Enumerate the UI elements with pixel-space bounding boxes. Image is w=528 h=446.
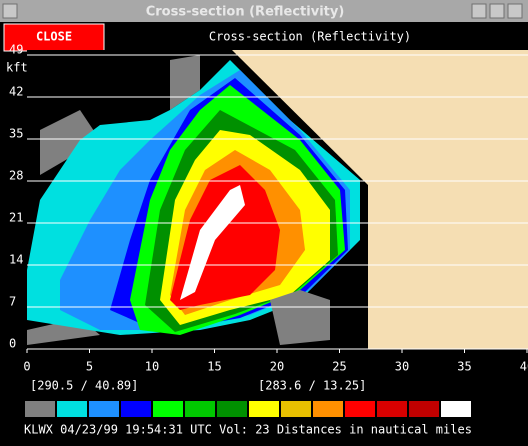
- axes: 0 7 14 21 28 35 42 49 0 5 10 15 20 25 30 35 40: [9, 43, 528, 374]
- close-label[interactable]: CLOSE: [36, 30, 72, 44]
- maximize-button[interactable]: [489, 3, 505, 19]
- y-tick-label: 28: [9, 169, 23, 183]
- colorbar-swatch: [441, 401, 471, 417]
- close-button[interactable]: CLOSE: [3, 23, 105, 52]
- x-tick-label: 40: [520, 360, 528, 374]
- colorbar-swatch: [185, 401, 215, 417]
- coords-right: [283.6 / 13.25]: [258, 379, 366, 393]
- colorbar-swatch: [25, 401, 55, 417]
- header-title: Cross-section (Reflectivity): [209, 30, 411, 44]
- colorbar-swatch: [89, 401, 119, 417]
- echo-gray: [270, 290, 330, 345]
- minimize-button[interactable]: [471, 3, 487, 19]
- close-window-button[interactable]: [507, 3, 523, 19]
- status-text: KLWX 04/23/99 19:54:31 UTC Vol: 23 Dista…: [24, 423, 472, 437]
- y-tick-label: 14: [9, 253, 23, 267]
- x-tick-label: 25: [332, 360, 346, 374]
- y-tick-label: 21: [9, 211, 23, 225]
- x-tick-label: 15: [207, 360, 221, 374]
- colorbar-swatch: [313, 401, 343, 417]
- x-tick-label: 35: [457, 360, 471, 374]
- colorbar-swatch: [249, 401, 279, 417]
- x-tick-label: 30: [395, 360, 409, 374]
- colorbar-swatch: [345, 401, 375, 417]
- echo-gray: [170, 55, 200, 110]
- echo-gray: [40, 110, 100, 175]
- colorbar-swatch: [121, 401, 151, 417]
- y-tick-label: 7: [9, 295, 16, 309]
- coords-left: [290.5 / 40.89]: [30, 379, 138, 393]
- x-tick-label: 0: [23, 360, 30, 374]
- colorbar-swatch: [281, 401, 311, 417]
- x-tick-label: 10: [145, 360, 159, 374]
- colorbar-swatch: [377, 401, 407, 417]
- y-unit: kft: [6, 61, 28, 75]
- close-button-bg[interactable]: [3, 23, 105, 52]
- colorbar-swatch: [57, 401, 87, 417]
- title-bar: [0, 0, 528, 22]
- x-tick-label: 20: [270, 360, 284, 374]
- menu-button[interactable]: [2, 3, 18, 19]
- y-tick-label: 0: [9, 337, 16, 351]
- colorbar-swatch: [153, 401, 183, 417]
- colorbar-swatch: [409, 401, 439, 417]
- y-tick-label: 49: [9, 43, 23, 57]
- echo-white: [180, 185, 245, 300]
- colorbar: [25, 401, 471, 417]
- x-tick-label: 5: [86, 360, 93, 374]
- window-title: Cross-section (Reflectivity): [146, 5, 345, 20]
- y-tick-label: 42: [9, 85, 23, 99]
- y-tick-label: 35: [9, 127, 23, 141]
- colorbar-swatch: [217, 401, 247, 417]
